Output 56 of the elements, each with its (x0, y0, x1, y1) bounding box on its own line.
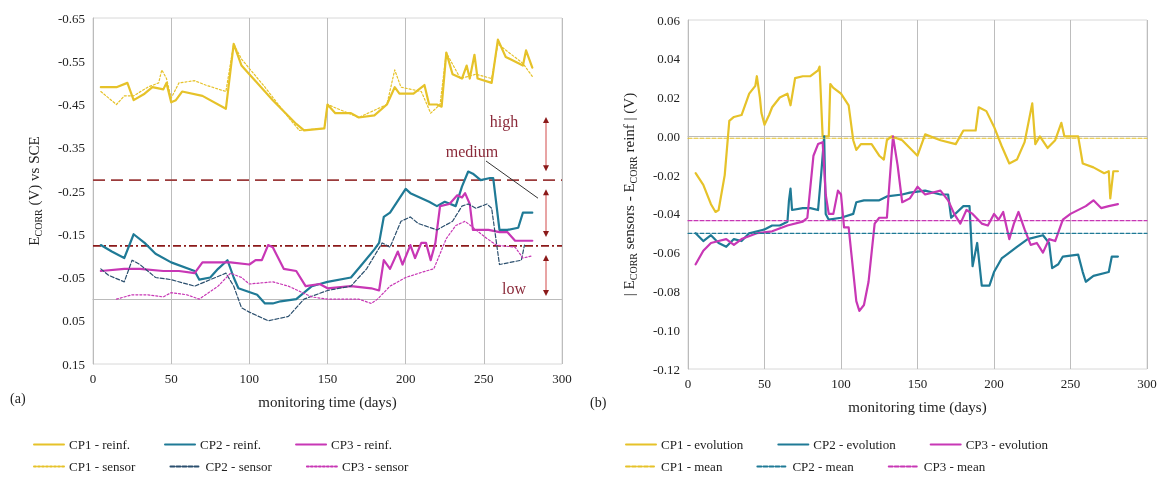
x-axis-title: monitoring time (days) (258, 393, 397, 411)
text: (a) (10, 390, 26, 407)
x-tick-label: 0 (89, 371, 97, 386)
x-tick-label: 150 (317, 371, 338, 386)
legend-label: CP1 - mean (661, 459, 723, 474)
y-tick-label: -0.08 (652, 283, 680, 299)
x-tick-label: 250 (1060, 376, 1081, 391)
y-tick-label: -0.55 (57, 53, 85, 69)
y-tick-label: -0.35 (57, 140, 85, 156)
legend-label: CP2 - sensor (205, 459, 273, 474)
x-tick-label: 200 (395, 371, 416, 386)
y-tick-label: 0.04 (657, 51, 681, 67)
annotation: low (502, 279, 527, 297)
annotation: high (489, 112, 519, 131)
legend-label: CP2 - reinf. (200, 437, 262, 452)
y-tick-label: -0.05 (57, 270, 85, 285)
y-tick-label: -0.10 (652, 322, 680, 338)
y-tick-label: 0.05 (62, 313, 85, 329)
x-tick-label: 50 (758, 376, 771, 391)
y-tick-label: -0.06 (652, 245, 681, 261)
legend-label: CP1 - reinf. (69, 437, 131, 452)
y-tick-label: -0.04 (652, 206, 681, 222)
x-axis-title: monitoring time (days) (848, 398, 987, 416)
text: (b) (590, 394, 607, 411)
legend-label: CP1 - evolution (661, 437, 744, 452)
x-tick-label: 200 (984, 376, 1004, 391)
y-tick-label: 0.06 (657, 12, 681, 28)
legend-label: CP2 - mean (792, 459, 855, 474)
legend-label: CP1 - sensor (69, 459, 137, 474)
y-axis-title: | ECORR sensors - ECORR reinf | (V) (621, 92, 639, 297)
legend-label: CP3 - evolution (965, 437, 1049, 452)
y-axis-title: ECORR (V) vs SCE (26, 136, 44, 246)
x-tick-label: 150 (907, 376, 928, 391)
y-tick-label: -0.45 (57, 97, 85, 112)
y-tick-label: 0.00 (657, 128, 680, 144)
x-tick-label: 50 (164, 371, 178, 386)
legend-label: CP3 - sensor (341, 459, 410, 474)
y-tick-label: -0.15 (57, 226, 85, 242)
line-series (100, 203, 526, 322)
x-tick-label: 100 (831, 376, 851, 391)
legend-label: CP2 - evolution (813, 437, 897, 452)
y-tick-label: 0.15 (62, 356, 85, 372)
x-tick-label: 300 (1137, 376, 1157, 391)
x-tick-label: 100 (239, 371, 260, 386)
legend-label: CP3 - reinf. (331, 437, 393, 452)
y-tick-label: -0.25 (57, 183, 85, 199)
y-tick-label: 0.02 (657, 90, 680, 106)
x-tick-label: 0 (684, 376, 692, 391)
y-tick-label: -0.02 (652, 167, 680, 183)
y-tick-label: -0.65 (57, 10, 85, 26)
line-series (99, 170, 534, 305)
x-tick-label: 300 (552, 371, 572, 386)
y-tick-label: -0.12 (652, 361, 680, 377)
legend-label: CP3 - mean (923, 459, 986, 474)
x-tick-label: 250 (474, 371, 494, 386)
annotation: medium (445, 142, 499, 160)
